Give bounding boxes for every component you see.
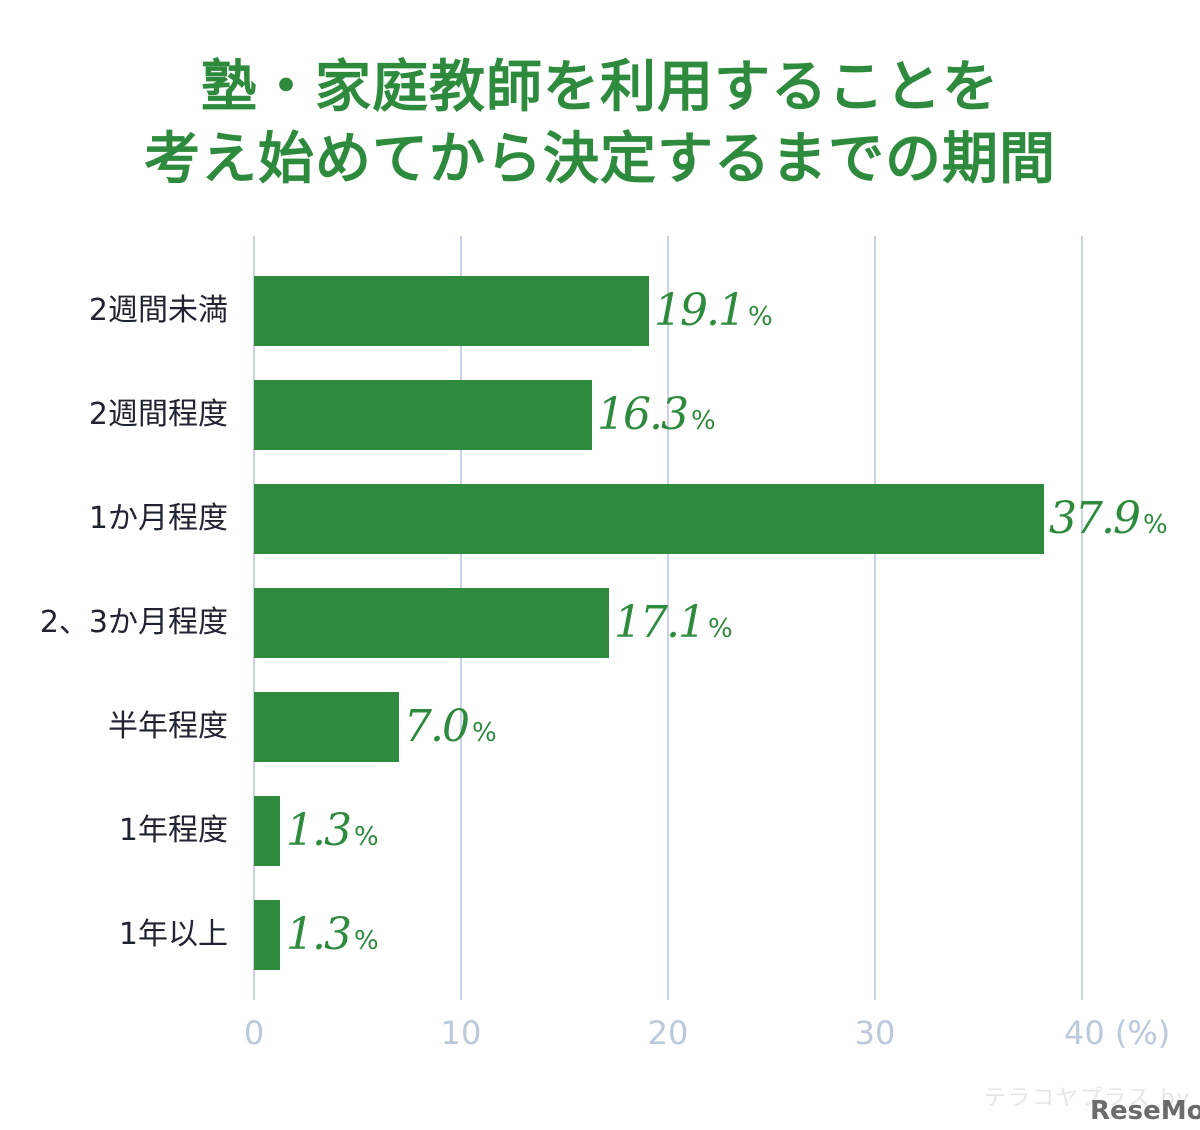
category-label: 1年以上 [118,917,228,952]
bar-1year [254,796,280,866]
gridline-30 [874,236,876,1000]
bar-2weeks [254,380,592,450]
category-label: 2週間未満 [88,293,228,328]
gridline-40 [1081,236,1083,1000]
bar-2-3months [254,588,609,658]
x-tick-0: 0 [243,1014,265,1052]
value-label: 17.1% [614,597,733,648]
category-label: 1年程度 [118,813,228,848]
bar-2weeks-less [254,276,649,346]
bar-half-year [254,692,399,762]
chart-title-line-2: 考え始めてから決定するまでの期間 [144,127,1056,192]
category-label: 1か月程度 [88,501,228,536]
value-label: 19.1% [654,285,773,336]
chart-title: 塾・家庭教師を利用することを 考え始めてから決定するまでの期間 [0,52,1200,196]
category-label: 2、3か月程度 [39,605,228,640]
value-label: 16.3% [597,389,716,440]
category-label: 半年程度 [108,709,228,744]
category-label: 2週間程度 [88,397,228,432]
value-label: 1.3% [286,909,379,960]
value-label: 7.0% [404,701,497,752]
value-label: 1.3% [286,805,379,856]
watermark-terakoya: テラコヤプラス by Ameba [984,1086,1200,1111]
x-tick-20: 20 [647,1014,689,1052]
chart-title-line-1: 塾・家庭教師を利用することを [201,55,999,120]
x-tick-10: 10 [440,1014,482,1052]
bar-over-1year [254,900,280,970]
bar-1month [254,484,1044,554]
x-tick-30: 30 [854,1014,896,1052]
x-tick-40: 40 (%) [1064,1014,1171,1052]
watermark-resemom-logo: ReseMom [1090,1096,1200,1126]
gridline-20 [667,236,669,1000]
value-label: 37.9% [1049,493,1168,544]
